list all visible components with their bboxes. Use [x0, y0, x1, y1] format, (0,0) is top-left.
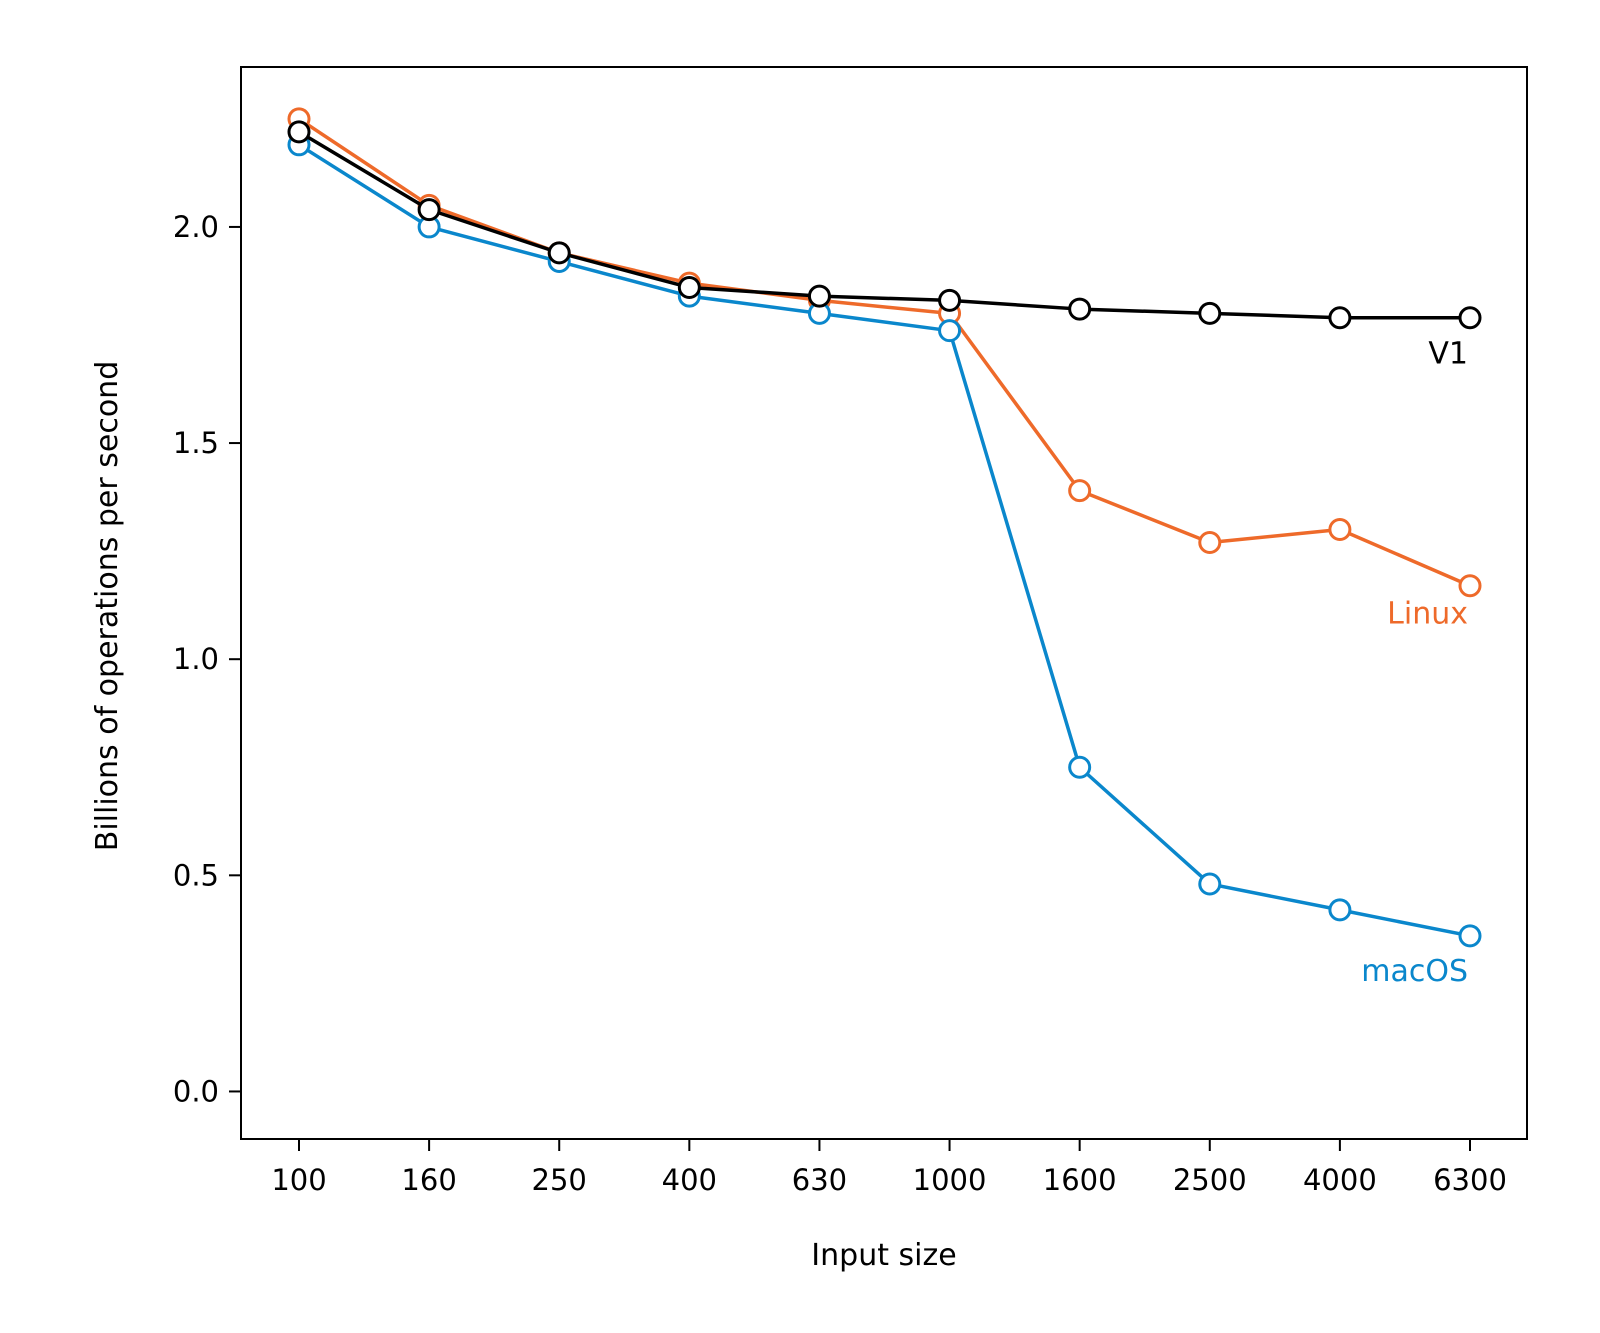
series-label-v1: V1 — [1428, 337, 1468, 372]
x-tick-label: 100 — [271, 1163, 326, 1197]
data-point-v1 — [938, 288, 962, 312]
series-line-linux — [298, 117, 1471, 588]
data-point-linux — [1458, 574, 1482, 598]
data-point-v1 — [1198, 301, 1222, 325]
series-line-v1 — [298, 130, 1470, 320]
y-axis: 0.0 0.5 1.0 1.5 2.0 — [173, 210, 241, 1108]
x-tick-label: 160 — [401, 1163, 456, 1197]
x-tick-label: 630 — [792, 1163, 847, 1197]
x-tick-label: 2500 — [1173, 1163, 1247, 1197]
x-tick-label: 250 — [532, 1163, 587, 1197]
data-point-v1 — [417, 198, 441, 222]
y-tick-label: 2.0 — [173, 210, 219, 244]
series-macos: macOS — [287, 133, 1482, 989]
y-tick-label: 0.0 — [173, 1074, 219, 1108]
y-tick-label: 1.5 — [173, 426, 219, 460]
y-tick-label: 0.5 — [173, 858, 219, 892]
data-point-v1 — [1458, 306, 1482, 330]
x-axis-title: Input size — [811, 1238, 956, 1273]
x-tick-label: 400 — [662, 1163, 717, 1197]
y-tick-label: 1.0 — [173, 642, 219, 676]
data-point-v1 — [547, 241, 571, 265]
x-tick-label: 1000 — [913, 1163, 987, 1197]
data-point-macos — [938, 319, 962, 343]
series-label-macos: macOS — [1361, 954, 1468, 989]
data-point-macos — [1328, 898, 1352, 922]
series-label-linux: Linux — [1387, 597, 1468, 632]
plot-frame — [240, 66, 1528, 1140]
data-point-macos — [1458, 924, 1482, 948]
data-point-v1 — [1068, 297, 1092, 321]
series-line-macos — [298, 143, 1471, 938]
y-axis-title: Billions of operations per second — [90, 361, 125, 851]
data-point-linux — [1328, 518, 1352, 542]
data-point-v1 — [807, 284, 831, 308]
series-layer: Linux macOS V1 — [287, 107, 1482, 989]
x-axis: 100 160 250 400 630 1000 1600 2500 4000 6300 — [271, 1139, 1507, 1197]
x-tick-label: 4000 — [1303, 1163, 1377, 1197]
data-point-v1 — [677, 275, 701, 299]
data-point-v1 — [287, 120, 311, 144]
data-point-v1 — [1328, 306, 1352, 330]
data-point-macos — [1198, 872, 1222, 896]
data-point-linux — [1198, 530, 1222, 554]
series-v1: V1 — [287, 120, 1482, 372]
data-point-linux — [1068, 479, 1092, 503]
x-tick-label: 6300 — [1433, 1163, 1507, 1197]
data-point-macos — [1068, 755, 1092, 779]
x-tick-label: 1600 — [1043, 1163, 1117, 1197]
